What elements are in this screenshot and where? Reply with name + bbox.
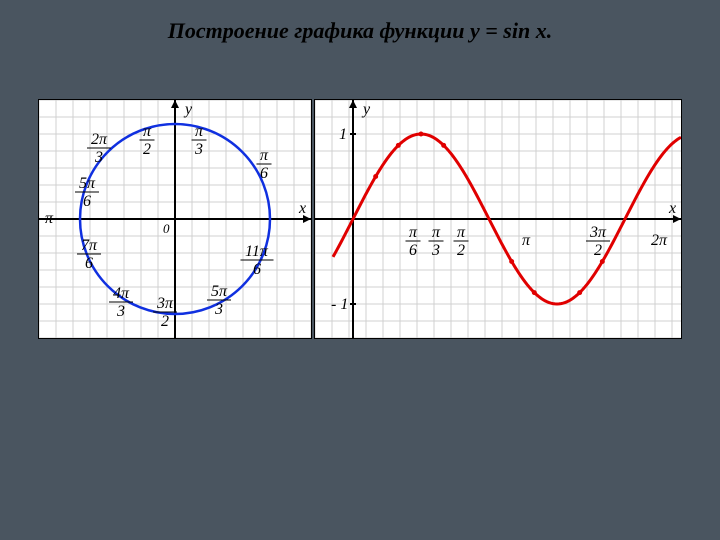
svg-text:3: 3 bbox=[431, 242, 440, 259]
svg-text:y: y bbox=[361, 101, 371, 118]
svg-text:2π: 2π bbox=[91, 131, 108, 148]
svg-text:3: 3 bbox=[116, 303, 125, 320]
unit-circle-svg: yx0ππ2π3π62π35π67π64π33π25π311π6 bbox=[39, 100, 311, 338]
svg-text:2: 2 bbox=[161, 313, 169, 330]
svg-text:5π: 5π bbox=[79, 175, 96, 192]
svg-text:x: x bbox=[298, 200, 306, 217]
svg-text:6: 6 bbox=[253, 261, 261, 278]
svg-text:3π: 3π bbox=[589, 224, 607, 241]
svg-text:6: 6 bbox=[83, 193, 91, 210]
svg-text:11π: 11π bbox=[245, 243, 269, 260]
svg-text:6: 6 bbox=[85, 255, 93, 272]
svg-text:π: π bbox=[45, 210, 54, 227]
svg-text:6: 6 bbox=[409, 242, 417, 259]
svg-text:0: 0 bbox=[163, 221, 170, 236]
panels-container: yx0ππ2π3π62π35π67π64π33π25π311π6 yx1- 1π… bbox=[0, 99, 720, 339]
svg-text:π: π bbox=[195, 123, 204, 140]
svg-text:7π: 7π bbox=[81, 237, 98, 254]
svg-text:2: 2 bbox=[143, 141, 151, 158]
svg-text:3: 3 bbox=[94, 149, 103, 166]
svg-text:π: π bbox=[260, 147, 269, 164]
sine-graph-svg: yx1- 1π6π3π2π3π22π bbox=[315, 100, 681, 338]
svg-text:2: 2 bbox=[457, 242, 465, 259]
svg-text:π: π bbox=[522, 232, 531, 249]
svg-text:6: 6 bbox=[260, 165, 268, 182]
svg-text:x: x bbox=[668, 200, 676, 217]
svg-text:π: π bbox=[457, 224, 466, 241]
svg-text:π: π bbox=[143, 123, 152, 140]
svg-text:5π: 5π bbox=[211, 283, 228, 300]
svg-text:1: 1 bbox=[339, 126, 347, 143]
svg-text:2π: 2π bbox=[651, 232, 668, 249]
sine-graph-panel: yx1- 1π6π3π2π3π22π bbox=[314, 99, 682, 339]
svg-text:π: π bbox=[409, 224, 418, 241]
svg-text:4π: 4π bbox=[113, 285, 130, 302]
svg-text:π: π bbox=[432, 224, 441, 241]
svg-text:3π: 3π bbox=[156, 295, 174, 312]
svg-text:2: 2 bbox=[594, 242, 602, 259]
svg-text:y: y bbox=[183, 101, 193, 118]
unit-circle-panel: yx0ππ2π3π62π35π67π64π33π25π311π6 bbox=[38, 99, 312, 339]
svg-text:3: 3 bbox=[194, 141, 203, 158]
page-title: Построение графика функции y = sin x. bbox=[0, 0, 720, 44]
svg-text:- 1: - 1 bbox=[331, 296, 348, 313]
svg-text:3: 3 bbox=[214, 301, 223, 318]
